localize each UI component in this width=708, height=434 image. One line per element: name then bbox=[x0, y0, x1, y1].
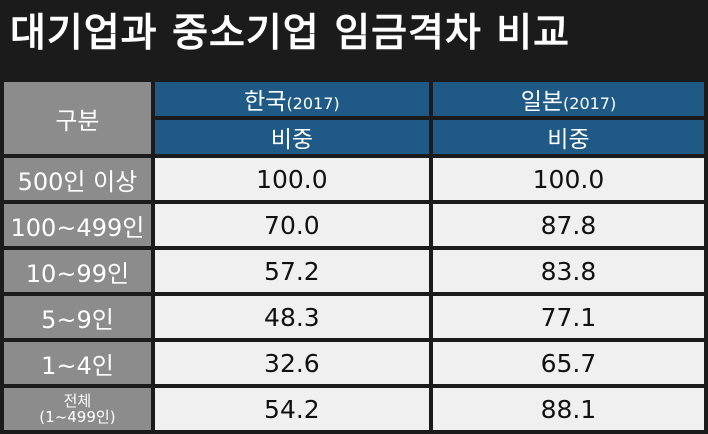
korea-value: 70.0 bbox=[154, 204, 429, 246]
table-row: 500인 이상 100.0 100.0 bbox=[4, 158, 704, 200]
korea-value: 100.0 bbox=[154, 158, 429, 200]
wage-gap-table: 구분 한국(2017) 일본(2017) 비중 비중 500인 이상 100.0… bbox=[0, 78, 708, 434]
japan-value: 87.8 bbox=[432, 204, 704, 246]
table-row: 10~99인 57.2 83.8 bbox=[4, 250, 704, 292]
japan-value: 83.8 bbox=[432, 250, 704, 292]
korea-value: 32.6 bbox=[154, 342, 429, 384]
row-label: 10~99인 bbox=[4, 250, 151, 292]
japan-value: 65.7 bbox=[432, 342, 704, 384]
japan-value: 100.0 bbox=[432, 158, 704, 200]
row-label: 1~4인 bbox=[4, 342, 151, 384]
header-korea-label: 한국 bbox=[244, 89, 287, 115]
header-category: 구분 bbox=[4, 82, 151, 154]
row-label: 500인 이상 bbox=[4, 158, 151, 200]
row-label: 100~499인 bbox=[4, 204, 151, 246]
header-japan: 일본(2017) bbox=[432, 82, 704, 116]
header-korea-year: (2017) bbox=[286, 94, 340, 113]
table-row: 1~4인 32.6 65.7 bbox=[4, 342, 704, 384]
header-korea-share: 비중 bbox=[154, 120, 429, 154]
table-row: 전체 (1~499인) 54.2 88.1 bbox=[4, 388, 704, 430]
page-title: 대기업과 중소기업 임금격차 비교 bbox=[10, 11, 571, 56]
header-japan-share: 비중 bbox=[432, 120, 704, 154]
table-row: 5~9인 48.3 77.1 bbox=[4, 296, 704, 338]
row-label-total: 전체 (1~499인) bbox=[4, 388, 151, 430]
header-japan-year: (2017) bbox=[563, 94, 617, 113]
japan-value: 77.1 bbox=[432, 296, 704, 338]
row-label-main: 전체 bbox=[63, 392, 92, 410]
row-label: 5~9인 bbox=[4, 296, 151, 338]
header-japan-label: 일본 bbox=[520, 89, 564, 115]
header-category-label: 구분 bbox=[55, 106, 100, 135]
korea-value: 54.2 bbox=[154, 388, 429, 430]
table-row: 100~499인 70.0 87.8 bbox=[4, 204, 704, 246]
japan-value: 88.1 bbox=[432, 388, 704, 430]
korea-value: 48.3 bbox=[154, 296, 429, 338]
header-korea: 한국(2017) bbox=[154, 82, 429, 116]
row-label-sub: (1~499인) bbox=[39, 408, 116, 426]
korea-value: 57.2 bbox=[154, 250, 429, 292]
